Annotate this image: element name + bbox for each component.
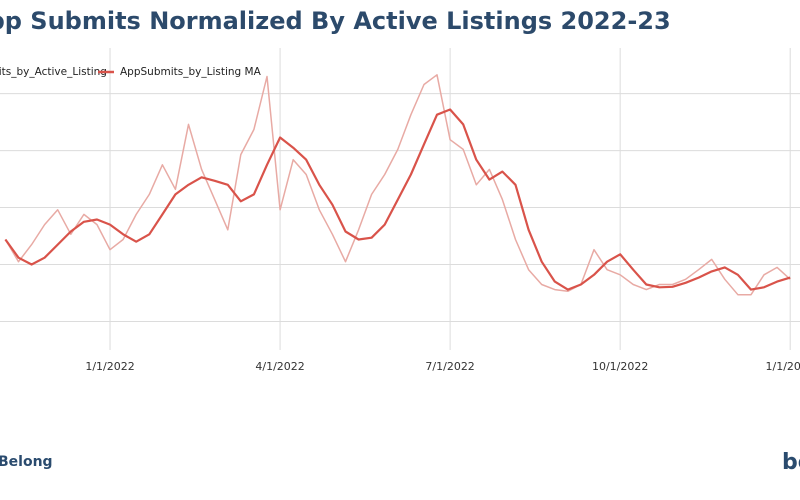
x-tick-label: 4/1/2022 <box>255 360 304 373</box>
footer-left: Belong <box>0 454 53 470</box>
legend: AppSubmits_by_Active_Listing AppSubmits_b… <box>0 66 262 78</box>
chart-title: App Submits Normalized By Active Listing… <box>0 7 671 35</box>
series-line <box>4 108 791 291</box>
grid: 1/1/2022 4/1/2022 7/1/2022 10/1/2022 1/1/202… <box>0 48 800 373</box>
x-tick-label: 1/1/2023 <box>765 360 800 373</box>
footer-right: be <box>782 450 800 475</box>
legend-label: AppSubmits_by_Active_Listing <box>0 66 107 78</box>
series-line <box>4 74 791 296</box>
x-tick-label: 7/1/2022 <box>425 360 474 373</box>
lines <box>4 74 791 296</box>
x-tick-label: 10/1/2022 <box>592 360 648 373</box>
x-tick-label: 1/1/2022 <box>85 360 134 373</box>
legend-label: AppSubmits_by_Listing MA <box>120 66 262 78</box>
